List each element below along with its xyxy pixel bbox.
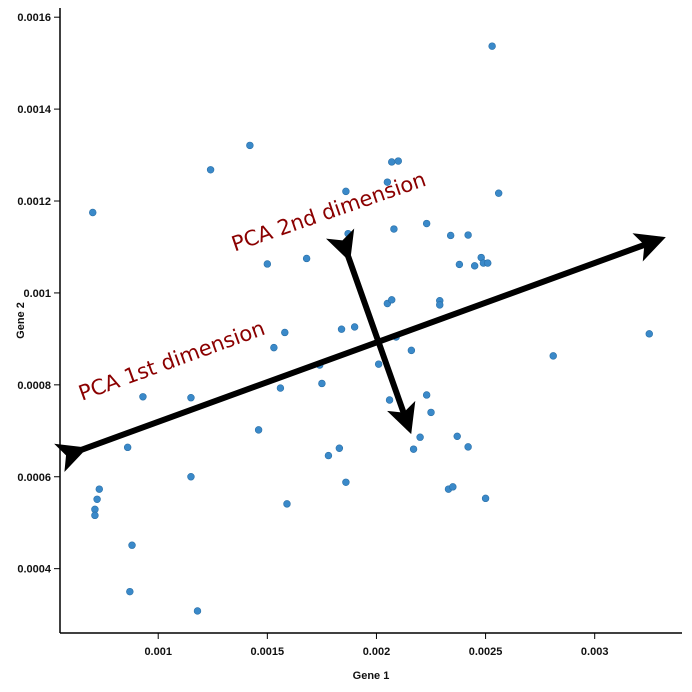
- data-point: [394, 157, 402, 165]
- y-tick-label: 0.001: [23, 288, 51, 300]
- y-tick-label: 0.0014: [17, 104, 52, 116]
- data-point: [409, 445, 418, 453]
- data-point: [470, 262, 479, 270]
- data-point: [318, 379, 326, 388]
- data-point: [383, 178, 392, 186]
- y-tick-label: 0.0012: [17, 196, 51, 208]
- data-point: [416, 433, 424, 441]
- x-tick-label: 0.003: [581, 646, 609, 658]
- data-point: [390, 225, 398, 233]
- data-point: [139, 393, 147, 401]
- data-point: [388, 296, 396, 304]
- data-point: [344, 229, 352, 238]
- y-tick-label: 0.0008: [17, 380, 51, 392]
- x-tick-label: 0.001: [144, 646, 172, 658]
- data-point: [446, 231, 455, 240]
- pca-arrow-1: [54, 233, 666, 472]
- data-point: [388, 158, 396, 166]
- data-point: [281, 328, 289, 337]
- y-tick-label: 0.0016: [17, 12, 51, 24]
- data-point: [407, 346, 416, 355]
- data-point: [427, 408, 435, 417]
- y-tick-label: 0.0004: [17, 564, 52, 576]
- data-point: [436, 301, 444, 309]
- x-axis-title: Gene 1: [353, 670, 390, 682]
- y-tick-label: 0.0006: [17, 472, 51, 484]
- data-point: [374, 360, 383, 368]
- pca-arrow-2: [325, 228, 416, 435]
- data-point: [93, 495, 101, 503]
- data-point: [254, 426, 263, 434]
- data-point: [91, 511, 99, 520]
- axes-layer: 0.001 0.0015 0.002 0.0025 0.003 0.0004 0.0006 0…: [17, 8, 682, 658]
- x-tick-label: 0.002: [363, 646, 391, 658]
- data-point: [187, 473, 195, 481]
- data-point: [335, 444, 344, 452]
- x-tick-label: 0.0025: [469, 646, 503, 658]
- data-point: [270, 343, 278, 352]
- data-point: [324, 451, 333, 460]
- data-point: [449, 483, 457, 491]
- data-point: [206, 166, 215, 174]
- data-point: [337, 325, 346, 333]
- data-point: [342, 478, 350, 486]
- data-point: [422, 391, 431, 399]
- data-point: [481, 494, 490, 503]
- data-point: [422, 219, 431, 228]
- data-point: [455, 260, 464, 269]
- data-point: [464, 231, 472, 239]
- data-point: [276, 384, 285, 392]
- data-point: [89, 208, 97, 217]
- data-point: [128, 541, 136, 549]
- data-point: [193, 607, 202, 615]
- data-point: [187, 394, 195, 402]
- data-point: [385, 396, 394, 404]
- data-point: [645, 330, 653, 338]
- data-point: [549, 352, 557, 360]
- data-point: [484, 259, 492, 267]
- data-point: [342, 187, 350, 196]
- data-point: [123, 443, 132, 452]
- data-point: [350, 323, 359, 331]
- data-point: [464, 443, 472, 451]
- y-axis-title: Gene 2: [15, 302, 27, 339]
- x-tick-label: 0.0015: [251, 646, 285, 658]
- data-point: [95, 485, 103, 493]
- data-point: [453, 432, 461, 441]
- data-point: [246, 141, 254, 150]
- pca-label-2: PCA 2nd dimension: [228, 167, 429, 256]
- data-point: [283, 500, 291, 508]
- data-point: [126, 587, 134, 596]
- data-point: [494, 189, 503, 197]
- data-point: [302, 254, 311, 263]
- data-point: [488, 42, 496, 50]
- data-point: [263, 260, 272, 268]
